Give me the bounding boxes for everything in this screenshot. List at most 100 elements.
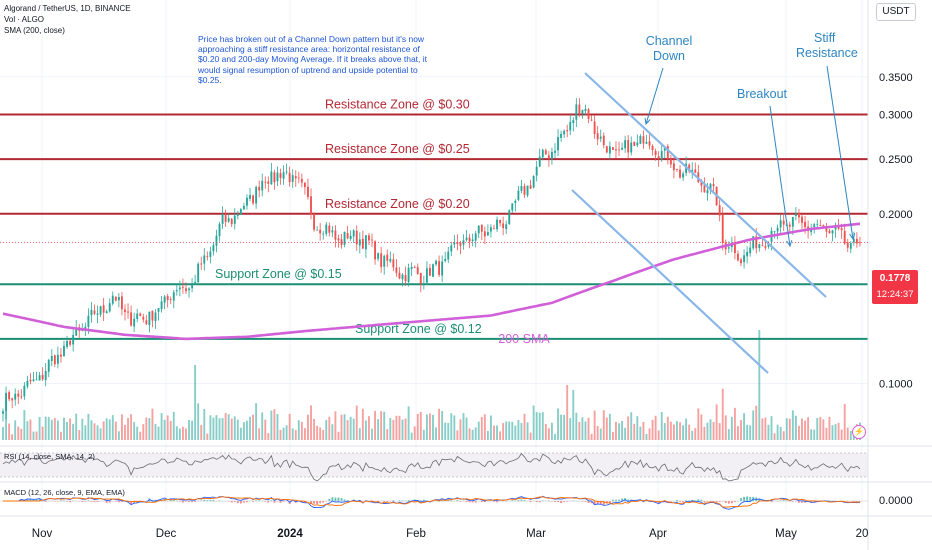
volume-bar — [496, 425, 498, 440]
candle — [322, 231, 325, 240]
candle-body — [328, 225, 331, 233]
zone-label: Resistance Zone @ $0.25 — [325, 142, 470, 156]
candle — [255, 185, 258, 209]
zone-label: Resistance Zone @ $0.20 — [325, 197, 470, 211]
macd-histogram-bar — [151, 499, 154, 502]
candle — [733, 236, 736, 260]
volume-bar — [846, 427, 849, 440]
candle-body — [17, 393, 20, 397]
candle-body — [20, 396, 23, 398]
candle — [63, 340, 65, 357]
candle — [831, 229, 834, 242]
candle — [526, 185, 529, 198]
candle — [343, 231, 346, 248]
candle-body — [340, 239, 343, 246]
volume-bar — [349, 416, 352, 440]
sma-200-line — [2, 222, 861, 341]
candle — [23, 382, 26, 400]
candle-body — [355, 230, 358, 245]
volume-bar — [523, 413, 526, 440]
candle-body — [310, 196, 312, 215]
symbol-title: Algorand / TetherUS, 1D, BINANCE — [4, 4, 131, 13]
candle-body — [307, 186, 309, 197]
candle-body — [660, 150, 663, 160]
candle — [166, 293, 169, 308]
candle-body — [532, 176, 535, 188]
candle-body — [520, 185, 523, 191]
volume-bar — [502, 423, 505, 440]
candle — [550, 147, 553, 165]
candle — [276, 166, 279, 186]
candle-body — [142, 316, 145, 320]
volume-bar — [108, 419, 111, 440]
candle — [672, 156, 675, 179]
lightning-icon[interactable]: ⚡ — [852, 425, 866, 439]
macd-histogram-bar — [386, 501, 389, 503]
candle-body — [139, 313, 142, 316]
macd-indicator-label[interactable]: MACD (12, 26, close, 9, EMA, EMA) — [4, 488, 125, 497]
candle — [743, 249, 746, 269]
volume-bar — [700, 414, 703, 440]
candle-body — [148, 311, 151, 326]
macd-histogram-bar — [855, 501, 858, 502]
candle-body — [35, 379, 38, 381]
macd-histogram-bar — [721, 501, 724, 502]
volume-bar — [69, 418, 72, 440]
volume-bar — [666, 416, 669, 440]
volume-bar — [633, 423, 636, 440]
rsi-indicator-label[interactable]: RSI (14, close, SMA, 14, 2) — [4, 452, 95, 461]
volume-bar — [215, 415, 218, 440]
macd-histogram-bar — [32, 499, 35, 502]
candle-body — [581, 109, 584, 114]
candle-body — [181, 286, 184, 288]
macd-histogram-bar — [282, 501, 285, 502]
candle-body — [505, 224, 508, 230]
candle — [846, 238, 849, 252]
candle-body — [654, 151, 657, 156]
candle-body — [538, 156, 541, 167]
candle — [514, 199, 517, 212]
macd-histogram-bar — [273, 501, 276, 503]
candle — [114, 296, 117, 302]
candle-body — [529, 185, 532, 189]
volume-bar — [364, 420, 367, 440]
sma-indicator-label[interactable]: SMA (200, close) — [4, 26, 65, 35]
candle — [697, 164, 700, 184]
volume-bar — [154, 423, 157, 440]
candle — [20, 389, 23, 400]
volume-bar — [444, 422, 447, 440]
candle-body — [496, 219, 498, 230]
candle — [776, 224, 779, 240]
candle — [471, 233, 474, 247]
macd-histogram-bar — [529, 501, 532, 503]
volume-bar — [550, 422, 553, 440]
candle — [712, 177, 715, 192]
volume-bar — [233, 416, 236, 440]
macd-histogram-bar — [264, 501, 267, 502]
candle-body — [480, 224, 483, 232]
macd-histogram-bar — [563, 501, 566, 502]
candle-body — [374, 241, 377, 260]
volume-bar — [41, 426, 44, 440]
currency-button[interactable]: USDT — [876, 3, 916, 21]
candle — [212, 241, 215, 256]
volume-bar — [715, 404, 718, 440]
volume-bar — [422, 429, 425, 440]
macd-histogram-bar — [758, 498, 761, 502]
volume-bar — [602, 410, 605, 440]
candle — [587, 107, 590, 124]
volume-bar — [599, 428, 602, 440]
candle — [96, 305, 99, 324]
volume-bar — [776, 424, 779, 440]
candle-body — [75, 327, 78, 336]
macd-histogram-bar — [133, 501, 136, 504]
candle — [453, 235, 456, 248]
candle — [386, 249, 389, 268]
candle — [249, 187, 251, 202]
volume-bar — [5, 410, 7, 440]
candle-body — [642, 136, 645, 144]
volume-indicator-label[interactable]: Vol · ALGO — [4, 15, 45, 24]
candle-body — [740, 259, 742, 264]
volume-bar — [630, 412, 633, 440]
candle-body — [727, 247, 730, 249]
